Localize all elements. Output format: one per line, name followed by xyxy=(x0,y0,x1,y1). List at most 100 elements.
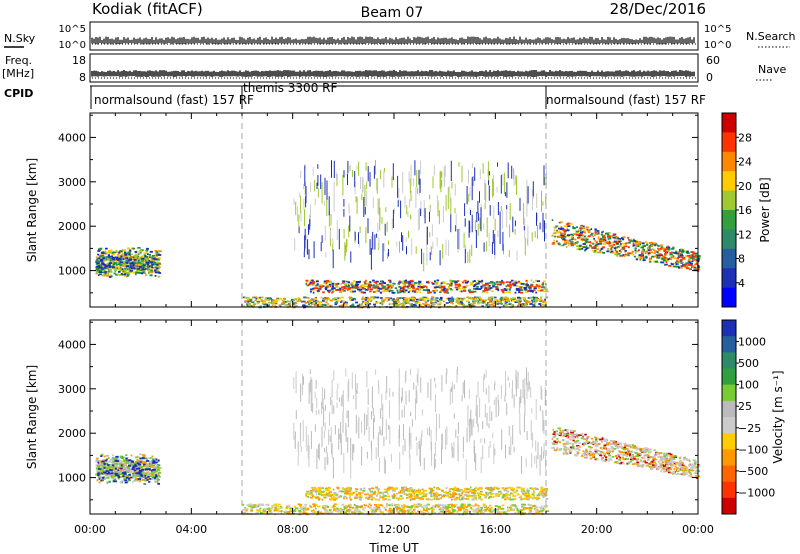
x-tick-label: 12:00 xyxy=(378,523,410,536)
colorbar-swatch xyxy=(722,132,736,153)
colorbar-tick-label: 24 xyxy=(738,156,752,169)
nsky-tick-bottom: 10^0 xyxy=(59,40,86,51)
data-cells xyxy=(242,503,548,516)
y-tick-label: 3000 xyxy=(58,176,86,189)
colorbar-swatch xyxy=(722,151,736,172)
x-tick-label: 08:00 xyxy=(277,523,309,536)
colorbar-tick-label: 28 xyxy=(738,131,752,144)
freq-tick-bottom: 8 xyxy=(79,71,86,84)
data-cells xyxy=(298,160,545,270)
colorbar-swatch xyxy=(722,449,736,466)
nsky-strip: N.Sky 10^5 10^0 10^5 10^0 N.Search xyxy=(4,21,796,51)
colorbar-swatch xyxy=(722,497,736,515)
colorbar-tick-label: 4 xyxy=(738,277,745,290)
x-tick-label: 04:00 xyxy=(175,523,207,536)
colorbar-swatch xyxy=(722,368,736,385)
cpid-segments xyxy=(90,86,547,109)
power-y-label: Slant Range [km] xyxy=(25,158,39,262)
data-cells xyxy=(243,296,549,309)
x-tick-label: 16:00 xyxy=(479,523,511,536)
colorbar-swatch xyxy=(722,171,736,191)
data-cells xyxy=(552,221,700,272)
velocity-y-ticks: 1000 2000 3000 4000 xyxy=(58,321,698,501)
y-tick-label: 4000 xyxy=(58,131,86,144)
nsky-trace xyxy=(91,36,696,45)
nsearch-tick-top: 10^5 xyxy=(704,24,731,35)
data-cells xyxy=(97,455,160,485)
nsky-series-line xyxy=(91,36,695,45)
y-tick-label: 3000 xyxy=(58,383,86,396)
colorbar-swatch xyxy=(722,229,736,250)
velocity-x-ticks xyxy=(89,320,699,514)
velocity-panel-frame xyxy=(89,319,699,515)
colorbar-swatch xyxy=(722,287,736,308)
colorbar-tick-label: 500 xyxy=(738,357,759,370)
colorbar-swatch xyxy=(722,400,736,418)
data-cells xyxy=(305,486,548,501)
colorbar-tick-label: −1000 xyxy=(738,486,775,499)
colorbar-swatch xyxy=(722,320,736,337)
y-tick-label: 2000 xyxy=(58,220,86,233)
data-cells xyxy=(551,429,701,478)
colorbar-tick-label: −25 xyxy=(738,422,761,435)
data-cells xyxy=(309,279,541,294)
freq-tick-top: 18 xyxy=(72,54,86,67)
colorbar-tick-label: 100 xyxy=(738,379,759,392)
beam-title: Beam 07 xyxy=(361,5,424,21)
x-tick-label: 20:00 xyxy=(581,523,613,536)
velocity-y-label: Slant Range [km] xyxy=(25,365,39,469)
y-tick-label: 1000 xyxy=(58,265,86,278)
power-y-ticks: 1000 2000 3000 4000 xyxy=(58,114,698,294)
power-panel: 1000 2000 3000 4000 Slant Range [km] 28 24 20… xyxy=(25,112,772,309)
colorbar-swatch xyxy=(722,384,736,402)
velocity-colorbar: 1000 500 100 25 −25 −100 −500 −1000 xyxy=(721,319,775,515)
colorbar-tick-label: 1000 xyxy=(738,336,766,349)
freq-strip: Freq. [MHz] 18 8 60 0 Nave xyxy=(2,53,786,84)
velocity-scatter-data xyxy=(95,367,701,516)
x-tick-labels: 00:00 04:00 08:00 12:00 16:00 20:00 00:00 xyxy=(74,523,714,536)
freq-unit: [MHz] xyxy=(2,67,34,80)
cpid-segment-1: normalsound (fast) 157 RF xyxy=(94,93,254,107)
velocity-colorbar-label: Velocity [m s⁻¹] xyxy=(771,370,785,463)
colorbar-tick-label: 20 xyxy=(738,180,752,193)
power-panel-frame xyxy=(89,112,699,308)
data-cells xyxy=(306,486,548,501)
data-cells xyxy=(294,367,546,479)
data-cells xyxy=(305,279,547,294)
colorbar-swatch xyxy=(722,481,736,499)
data-cells xyxy=(96,247,162,278)
data-cells xyxy=(95,453,162,484)
cpid-segment-2: themis 3300 RF xyxy=(243,81,337,95)
station-title: Kodiak (fitACF) xyxy=(92,0,203,18)
nave-tick-bottom: 0 xyxy=(706,71,713,84)
velocity-panel: 1000 2000 3000 4000 Slant Range [km] 1000 50… xyxy=(25,319,785,516)
colorbar-swatch xyxy=(722,210,736,230)
data-cells xyxy=(95,247,160,277)
cpid-segment-3: normalsound (fast) 157 RF xyxy=(546,93,706,107)
freq-trace xyxy=(91,70,696,79)
cpid-label: CPID xyxy=(4,87,33,100)
nsky-strip-frame xyxy=(89,21,699,51)
colorbar-swatch xyxy=(722,352,736,369)
colorbar-tick-label: 25 xyxy=(738,400,752,413)
y-tick-label: 1000 xyxy=(58,472,86,485)
data-cells xyxy=(293,368,547,480)
x-tick-label: 00:00 xyxy=(682,523,714,536)
nsearch-tick-bottom: 10^0 xyxy=(704,40,731,51)
power-scatter-data xyxy=(95,159,701,309)
data-cells xyxy=(553,225,701,272)
colorbar-tick-label: −100 xyxy=(738,443,768,456)
freq-strip-frame xyxy=(89,53,699,83)
data-cells xyxy=(243,503,544,516)
data-cells xyxy=(551,219,701,271)
colorbar-swatch xyxy=(722,433,736,450)
colorbar-swatch xyxy=(722,113,736,133)
colorbar-tick-label: 12 xyxy=(738,228,752,241)
colorbar-swatch xyxy=(722,190,736,211)
colorbar-swatch xyxy=(722,465,736,482)
y-tick-label: 4000 xyxy=(58,338,86,351)
power-colorbar-label: Power [dB] xyxy=(758,177,772,242)
data-cells xyxy=(95,247,162,278)
data-cells xyxy=(551,428,701,478)
